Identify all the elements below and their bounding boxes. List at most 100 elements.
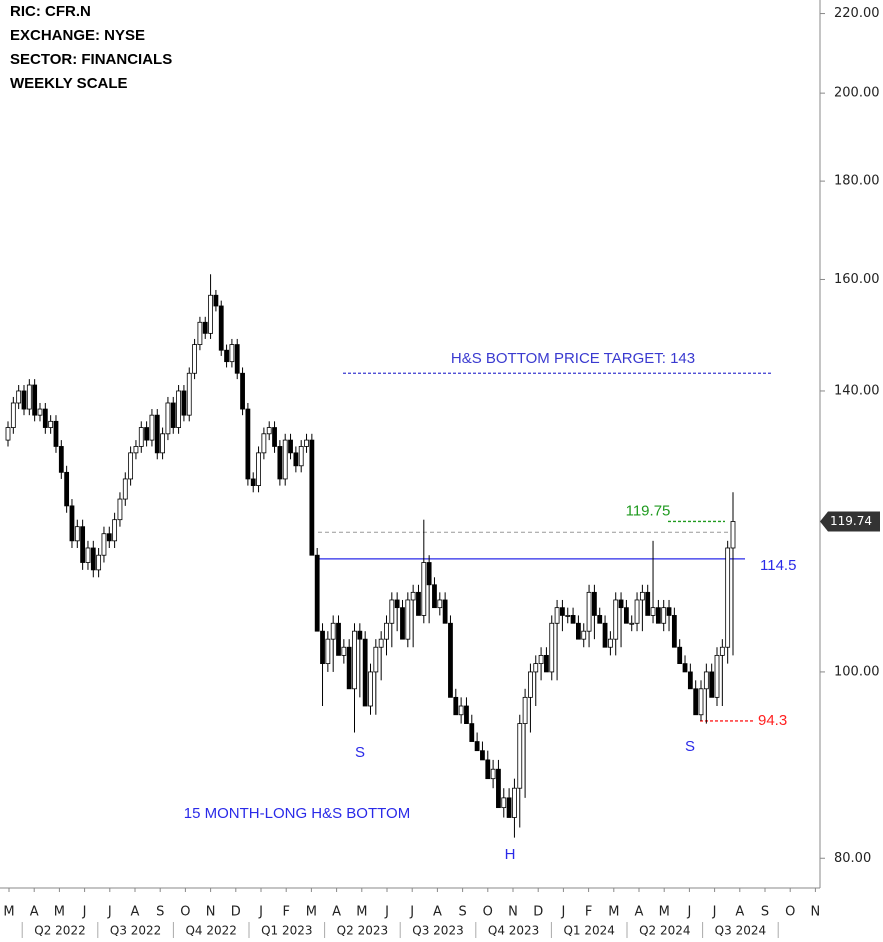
candle-body bbox=[272, 427, 277, 447]
candle-body bbox=[432, 584, 437, 609]
candle-body bbox=[634, 599, 640, 624]
quarter-label: Q2 2022 bbox=[34, 924, 85, 938]
candle-body bbox=[197, 321, 203, 345]
month-label: F bbox=[585, 905, 592, 920]
candle-body bbox=[245, 408, 251, 480]
candle-body bbox=[655, 607, 661, 624]
month-label: O bbox=[180, 905, 190, 920]
candle-body bbox=[730, 521, 736, 549]
candle-body bbox=[485, 759, 491, 780]
candle-body bbox=[106, 533, 112, 542]
info-text: RIC: CFR.N bbox=[10, 3, 91, 20]
candle-body bbox=[405, 599, 411, 640]
y-tick-label: 80.00 bbox=[834, 851, 871, 866]
candle-body bbox=[394, 599, 400, 609]
candle-body bbox=[725, 547, 731, 648]
candle-body bbox=[506, 797, 512, 818]
candle-body bbox=[117, 498, 123, 521]
candle-body bbox=[96, 554, 102, 571]
candle-body bbox=[576, 622, 581, 640]
candle-body bbox=[442, 599, 448, 624]
candle-body bbox=[5, 427, 11, 441]
candle-body bbox=[85, 547, 91, 563]
candle-body bbox=[202, 321, 208, 334]
candle-body bbox=[234, 344, 240, 374]
y-tick-label: 220.00 bbox=[834, 6, 880, 21]
candle-body bbox=[698, 688, 704, 716]
month-label: M bbox=[659, 905, 670, 920]
candle-body bbox=[266, 427, 272, 435]
candle-body bbox=[357, 630, 363, 640]
candle-body bbox=[496, 768, 501, 809]
month-label: J bbox=[712, 905, 717, 920]
candle-body bbox=[74, 526, 80, 542]
candle-body bbox=[448, 622, 453, 698]
candle-body bbox=[48, 420, 54, 428]
quarter-label: Q4 2022 bbox=[185, 924, 236, 938]
candle-body bbox=[165, 402, 171, 435]
candle-body bbox=[591, 591, 597, 616]
candle-body bbox=[282, 439, 288, 480]
quarter-label: Q1 2023 bbox=[261, 924, 312, 938]
month-label: S bbox=[458, 905, 466, 920]
candle-body bbox=[277, 446, 283, 480]
candle-body bbox=[602, 622, 608, 648]
candle-body bbox=[570, 615, 576, 624]
y-tick-label: 140.00 bbox=[834, 383, 880, 398]
candle-body bbox=[261, 433, 267, 454]
month-label: A bbox=[30, 905, 39, 920]
quarter-label: Q1 2024 bbox=[563, 924, 614, 938]
candle-body bbox=[586, 591, 592, 632]
candle-body bbox=[671, 615, 677, 648]
candle-body bbox=[618, 599, 624, 609]
candle-body bbox=[714, 654, 720, 698]
level-label: 119.75 bbox=[626, 502, 671, 519]
candle-body bbox=[565, 615, 571, 617]
candle-body bbox=[629, 622, 635, 625]
candle-body bbox=[341, 646, 347, 656]
pattern-annotation: H bbox=[505, 846, 516, 863]
month-label: D bbox=[533, 905, 543, 920]
candle-body bbox=[112, 519, 118, 542]
candle-body bbox=[623, 607, 629, 624]
candle-body bbox=[16, 390, 22, 404]
candle-body bbox=[21, 390, 27, 410]
candle-body bbox=[512, 787, 517, 818]
candle-body bbox=[389, 599, 395, 624]
candle-body bbox=[650, 607, 656, 616]
candle-body bbox=[293, 452, 299, 467]
candle-body bbox=[80, 526, 86, 563]
candle-body bbox=[224, 349, 229, 363]
candle-body bbox=[154, 414, 160, 454]
candle-body bbox=[661, 607, 667, 624]
level-label: H&S BOTTOM PRICE TARGET: 143 bbox=[451, 350, 695, 367]
month-label: A bbox=[332, 905, 341, 920]
candle-body bbox=[378, 638, 384, 648]
candle-body bbox=[309, 439, 315, 556]
candle-body bbox=[639, 591, 645, 601]
month-label: J bbox=[82, 905, 87, 920]
candle-body bbox=[490, 768, 496, 780]
candle-body bbox=[304, 439, 309, 447]
candle-body bbox=[330, 622, 336, 640]
quarter-label: Q4 2023 bbox=[488, 924, 539, 938]
candle-body bbox=[554, 607, 560, 624]
candle-body bbox=[26, 384, 32, 410]
candle-body bbox=[90, 547, 96, 571]
month-label: A bbox=[433, 905, 442, 920]
candle-body bbox=[522, 696, 528, 724]
candle-body bbox=[352, 630, 357, 690]
month-label: M bbox=[608, 905, 619, 920]
candle-body bbox=[176, 390, 181, 428]
month-label: J bbox=[409, 905, 414, 920]
candle-body bbox=[549, 622, 555, 673]
candle-body bbox=[410, 591, 416, 601]
candle-body bbox=[320, 630, 325, 665]
candle-body bbox=[37, 408, 43, 416]
candle-body bbox=[368, 671, 373, 707]
info-text: SECTOR: FINANCIALS bbox=[10, 51, 172, 68]
candle-body bbox=[240, 372, 245, 410]
candle-body bbox=[538, 654, 544, 665]
candle-body bbox=[42, 408, 48, 428]
candle-body bbox=[480, 750, 485, 761]
